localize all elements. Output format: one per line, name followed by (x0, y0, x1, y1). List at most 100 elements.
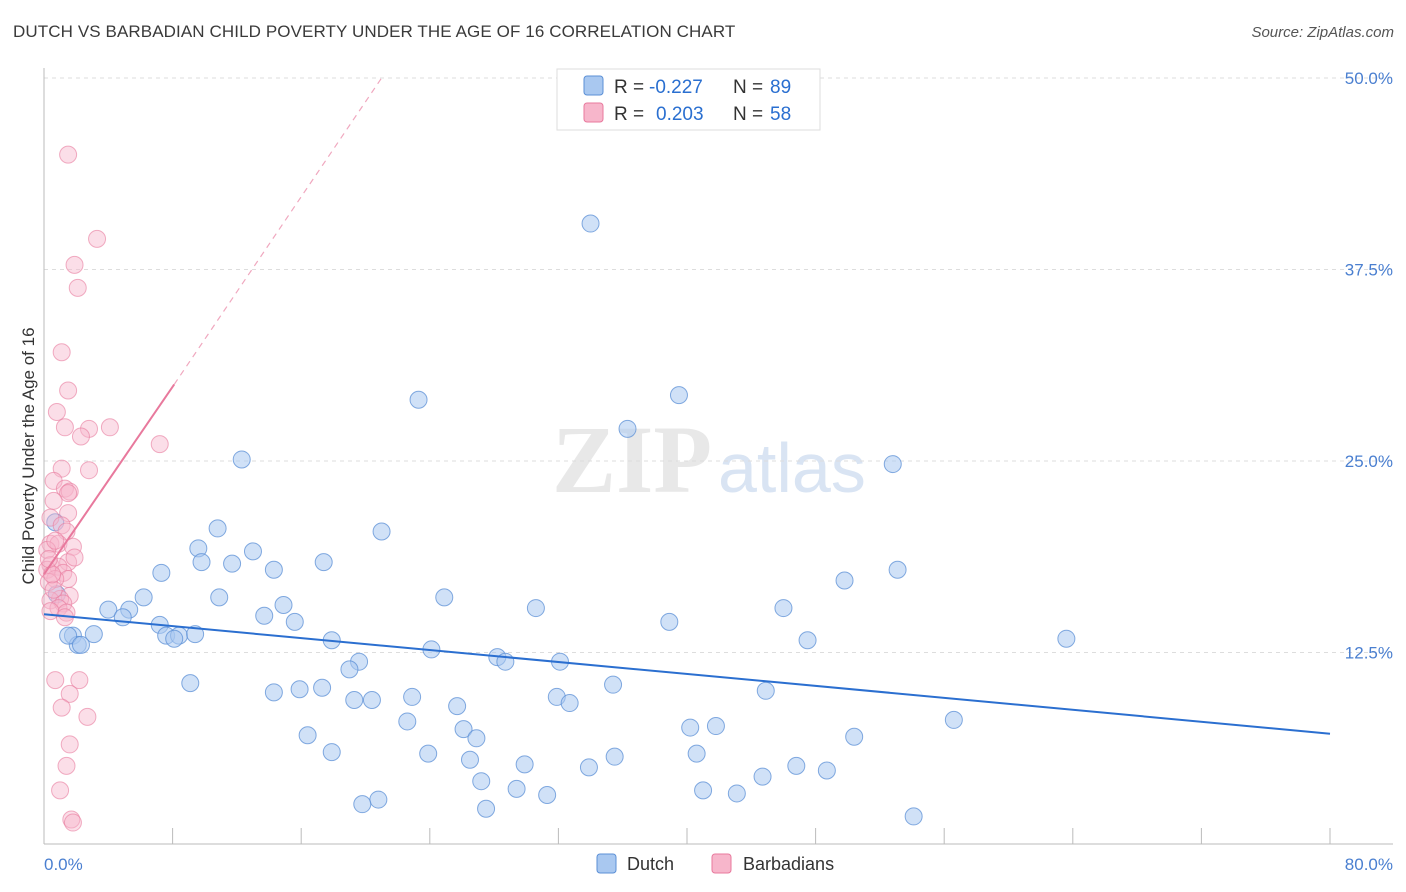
dutch-point (448, 697, 467, 716)
dutch-point (835, 571, 854, 590)
barbadians-point (43, 565, 62, 584)
dutch-point (113, 608, 132, 627)
barbadians-point (65, 548, 84, 567)
dutch-point (817, 761, 836, 780)
barbadians-point (62, 810, 81, 829)
barbadians-trend-extension (173, 77, 383, 385)
barbadians-point (88, 229, 107, 248)
barbadians-point (59, 145, 78, 164)
dutch-point (208, 519, 227, 538)
barbadians-point (59, 381, 78, 400)
barbadians-point (60, 735, 79, 754)
dutch-point (223, 554, 242, 573)
dutch-point (313, 678, 332, 697)
dutch-point (409, 390, 428, 409)
legend-n-label-barbadians: N = (733, 104, 763, 125)
dutch-point (419, 744, 438, 763)
legend-r-label-dutch: R = (614, 77, 644, 98)
y-tick-label: 12.5% (1345, 644, 1393, 663)
x-tick-label-max: 80.0% (1345, 855, 1393, 874)
dutch-point (403, 687, 422, 706)
dutch-point (152, 563, 171, 582)
dutch-point (134, 588, 153, 607)
y-tick-label: 25.0% (1345, 452, 1393, 471)
bottom-legend-label-barbadians: Barbadians (743, 854, 834, 874)
legend-n-value-barbadians: 58 (770, 104, 791, 125)
chart-title: DUTCH VS BARBADIAN CHILD POVERTY UNDER T… (13, 22, 736, 41)
dutch-point (787, 756, 806, 775)
barbadians-point (65, 255, 84, 274)
dutch-point (243, 542, 262, 561)
barbadians-series (38, 145, 169, 832)
barbadians-point (46, 671, 65, 690)
barbadians-point (63, 813, 82, 832)
barbadians-trend-line (43, 383, 176, 575)
dutch-point (507, 779, 526, 798)
dutch-point (904, 807, 923, 826)
dutch-point (192, 553, 211, 572)
barbadians-point (44, 491, 63, 510)
legend-swatch-dutch (583, 75, 604, 96)
correlation-legend: R = -0.227 N = 89 R = 0.203 N = 58 (556, 68, 821, 131)
barbadians-point (60, 684, 79, 703)
dutch-point (538, 785, 557, 804)
dutch-point (460, 750, 479, 769)
dutch-point (605, 747, 624, 766)
barbadians-point (55, 418, 74, 437)
dutch-point (694, 781, 713, 800)
barbadians-point (57, 756, 76, 775)
legend-n-label-dutch: N = (733, 77, 763, 98)
series-legend: Dutch Barbadians (596, 853, 834, 874)
dutch-point (372, 522, 391, 541)
bottom-legend-swatch-dutch (596, 853, 617, 874)
dutch-point (232, 450, 251, 469)
bottom-legend-label-dutch: Dutch (627, 854, 674, 874)
dutch-point (181, 674, 200, 693)
dutch-point (84, 625, 103, 644)
dutch-point (398, 712, 417, 731)
legend-swatch-barbadians (583, 102, 604, 123)
barbadians-point (52, 516, 71, 535)
dutch-point (369, 790, 388, 809)
dutch-point (264, 683, 283, 702)
dutch-point (362, 690, 381, 709)
dutch-point (186, 625, 205, 644)
y-axis-label: Child Poverty Under the Age of 16 (19, 327, 38, 584)
barbadians-point (150, 435, 169, 454)
dutch-trend-line (43, 613, 1331, 735)
dutch-point (255, 606, 274, 625)
dutch-point (454, 720, 473, 739)
x-tick-label-min: 0.0% (44, 855, 83, 874)
dutch-point (774, 599, 793, 618)
dutch-point (59, 626, 78, 645)
dutch-series (46, 214, 1076, 826)
dutch-point (560, 694, 579, 713)
dutch-point (669, 386, 688, 405)
dutch-point (322, 743, 341, 762)
dutch-point (798, 631, 817, 650)
barbadians-point (46, 531, 65, 550)
dutch-point (706, 717, 725, 736)
dutch-point (71, 635, 90, 654)
dutch-point (944, 710, 963, 729)
barbadians-point (70, 671, 89, 690)
chart-source: Source: ZipAtlas.com (1251, 24, 1394, 41)
legend-r-value-dutch: -0.227 (649, 77, 703, 98)
barbadians-point (52, 343, 71, 362)
x-axis-ticks (43, 828, 1331, 844)
watermark-atlas: atlas (718, 429, 866, 507)
barbadians-point (80, 461, 99, 480)
barbadians-point (52, 698, 71, 717)
dutch-point (604, 675, 623, 694)
y-tick-label: 37.5% (1345, 261, 1393, 280)
barbadians-point (100, 418, 119, 437)
barbadians-point (51, 781, 70, 800)
dutch-point (298, 726, 317, 745)
legend-r-label-barbadians: R = (614, 104, 644, 125)
legend-n-value-dutch: 89 (770, 77, 791, 98)
dutch-point (526, 599, 545, 618)
dutch-point (687, 744, 706, 763)
dutch-point (681, 718, 700, 737)
dutch-point (753, 767, 772, 786)
